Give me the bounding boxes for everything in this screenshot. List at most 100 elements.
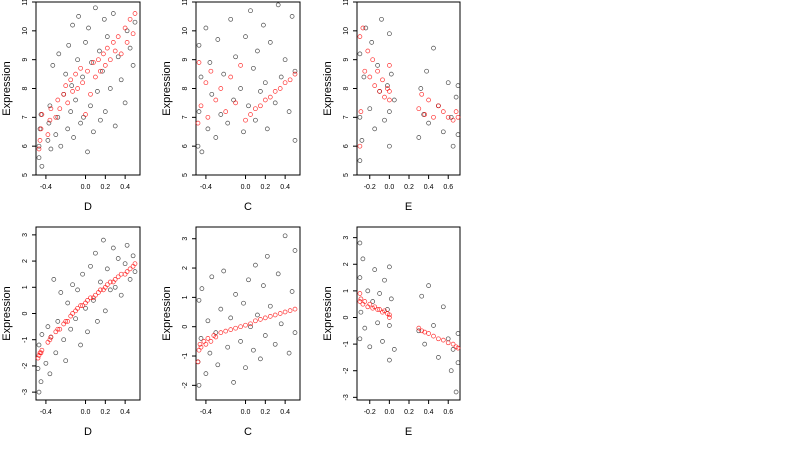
observed-point xyxy=(286,109,292,114)
observed-point xyxy=(101,237,106,243)
fitted-point xyxy=(201,339,207,344)
observed-point xyxy=(292,330,298,335)
observed-point xyxy=(357,240,363,246)
observed-point xyxy=(360,256,366,262)
y-tick-label: 6 xyxy=(182,144,189,148)
observed-point xyxy=(370,299,376,304)
fitted-point xyxy=(70,311,75,316)
x-tick-label: 0.2 xyxy=(260,409,270,416)
observed-point xyxy=(361,74,367,80)
observed-point xyxy=(455,132,461,137)
fitted-point xyxy=(88,295,93,301)
observed-point xyxy=(264,253,270,259)
observed-point xyxy=(199,149,205,155)
observed-point xyxy=(71,135,76,140)
x-tick-label: 0.4 xyxy=(120,409,130,416)
fitted-point xyxy=(65,100,71,106)
observed-point xyxy=(203,25,209,31)
observed-point xyxy=(418,86,424,91)
fitted-point xyxy=(445,114,451,120)
fitted-point xyxy=(258,103,263,109)
x-tick-label: 0.0 xyxy=(385,409,395,416)
observed-point xyxy=(50,63,56,68)
observed-point xyxy=(261,22,266,28)
x-tick-label: 0.4 xyxy=(424,409,434,416)
observed-point xyxy=(78,120,83,126)
observed-point xyxy=(251,347,256,353)
fitted-point xyxy=(370,57,376,63)
y-tick-label: 3 xyxy=(182,237,189,241)
observed-point xyxy=(225,344,231,350)
observed-point xyxy=(372,126,378,132)
fitted-point xyxy=(55,97,61,103)
observed-point xyxy=(115,256,121,261)
scatter-panel-6: -0.2 0.0 0.2 0.4 0.6 -3 -2 -1 0 1 2 3 E Expression xyxy=(322,226,461,438)
fitted-point xyxy=(375,307,380,312)
fitted-point xyxy=(450,341,456,347)
fitted-point xyxy=(208,68,214,74)
observed-point xyxy=(253,262,258,268)
observed-point xyxy=(388,296,394,302)
fitted-point xyxy=(197,341,203,347)
observed-point xyxy=(73,316,78,322)
observed-point xyxy=(65,126,71,132)
observed-point xyxy=(253,117,258,123)
observed-point xyxy=(292,248,298,253)
observed-point xyxy=(416,328,422,334)
observed-point xyxy=(88,263,93,269)
observed-point xyxy=(426,120,431,126)
fitted-point xyxy=(83,112,88,117)
y-tick-label: 7 xyxy=(182,115,189,119)
observed-point xyxy=(66,42,72,48)
fitted-point xyxy=(357,299,363,304)
observed-point xyxy=(448,368,454,374)
y-axis-label: Expression xyxy=(322,286,334,340)
fitted-point xyxy=(367,74,373,80)
observed-point xyxy=(416,135,422,140)
fitted-point xyxy=(419,91,425,97)
fitted-point xyxy=(112,277,118,282)
observed-point xyxy=(110,11,116,16)
observed-point xyxy=(43,360,49,366)
observed-point xyxy=(215,37,221,42)
observed-point xyxy=(86,25,91,31)
observed-point xyxy=(132,269,138,274)
fitted-point xyxy=(38,350,44,356)
observed-point xyxy=(241,300,246,306)
observed-point xyxy=(45,138,51,143)
observed-point xyxy=(218,306,224,312)
y-axis-label: Expression xyxy=(1,61,13,115)
fitted-point xyxy=(107,279,113,285)
observed-point xyxy=(357,114,363,120)
observed-point xyxy=(264,126,270,132)
observed-point xyxy=(112,123,118,129)
observed-point xyxy=(36,155,42,161)
fitted-point xyxy=(78,303,83,308)
fitted-point xyxy=(124,269,130,274)
y-tick-label: 8 xyxy=(343,86,350,90)
observed-point xyxy=(387,31,392,37)
observed-point xyxy=(69,83,75,88)
observed-point xyxy=(75,287,80,293)
observed-point xyxy=(98,279,103,285)
observed-point xyxy=(95,319,100,324)
observed-point xyxy=(70,282,75,288)
observed-point xyxy=(63,358,69,364)
observed-points xyxy=(195,233,298,388)
observed-point xyxy=(440,304,446,310)
fitted-point xyxy=(357,143,363,149)
x-tick-label: -0.4 xyxy=(200,409,212,416)
fitted-point xyxy=(431,114,436,120)
fitted-point xyxy=(387,97,392,103)
observed-point xyxy=(221,71,227,77)
fitted-point xyxy=(122,25,128,31)
plot-frame xyxy=(195,226,301,401)
y-tick-label: -1 xyxy=(22,336,29,342)
observed-point xyxy=(251,65,256,71)
observed-point xyxy=(246,277,251,283)
fitted-point xyxy=(419,328,425,334)
observed-point xyxy=(278,74,284,80)
observed-point xyxy=(115,54,121,60)
observed-point xyxy=(207,350,213,356)
x-tick-label: 0.6 xyxy=(443,184,453,191)
